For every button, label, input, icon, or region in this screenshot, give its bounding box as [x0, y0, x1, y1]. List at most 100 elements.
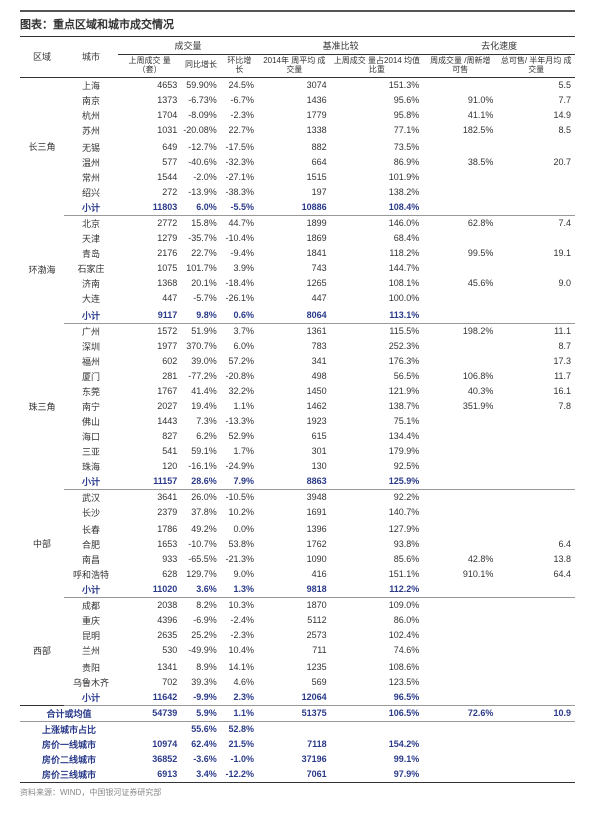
ratio: 102.4% [331, 628, 424, 643]
months [497, 660, 575, 675]
cell: 10.9 [497, 705, 575, 721]
vol: 2635 [118, 628, 181, 643]
avg: 783 [258, 339, 331, 354]
cell: 10886 [258, 200, 331, 216]
vol: 447 [118, 291, 181, 306]
vol: 120 [118, 459, 181, 474]
ratio: 115.5% [331, 323, 424, 339]
yoy: -10.7% [181, 537, 221, 552]
yoy: 19.4% [181, 399, 221, 414]
region-name: 长三角 [20, 77, 64, 215]
ratio: 68.4% [331, 231, 424, 246]
vol: 1279 [118, 231, 181, 246]
ratio: 252.3% [331, 339, 424, 354]
avg: 3074 [258, 77, 331, 93]
hdr-city: 城市 [64, 37, 118, 78]
months: 9.0 [497, 276, 575, 291]
ratio: 176.3% [331, 354, 424, 369]
vol: 2772 [118, 215, 181, 231]
mom: -9.4% [221, 246, 258, 261]
weeks [423, 628, 497, 643]
vol: 827 [118, 429, 181, 444]
weeks [423, 522, 497, 537]
cell: 52.8% [221, 721, 258, 737]
avg: 1899 [258, 215, 331, 231]
cell: -9.9% [181, 690, 221, 706]
cell: 2.3% [221, 690, 258, 706]
avg: 1870 [258, 597, 331, 613]
city-name: 福州 [64, 354, 118, 369]
avg: 301 [258, 444, 331, 459]
avg: 1338 [258, 123, 331, 138]
avg: 615 [258, 429, 331, 444]
weeks [423, 613, 497, 628]
months: 64.4 [497, 567, 575, 582]
avg: 416 [258, 567, 331, 582]
hdr-ratio2014: 上周成交 量占2014 均值比重 [331, 55, 424, 78]
weeks [423, 291, 497, 306]
cell: 36852 [118, 752, 181, 767]
ratio: 146.0% [331, 215, 424, 231]
mom: -26.1% [221, 291, 258, 306]
cell [497, 200, 575, 216]
months: 19.1 [497, 246, 575, 261]
mom: -2.4% [221, 613, 258, 628]
hdr-region: 区域 [20, 37, 64, 78]
weeks [423, 339, 497, 354]
city-name: 三亚 [64, 444, 118, 459]
cell [497, 474, 575, 490]
ratio: 123.5% [331, 675, 424, 690]
avg: 2573 [258, 628, 331, 643]
cell [423, 474, 497, 490]
weeks: 42.8% [423, 552, 497, 567]
avg: 1361 [258, 323, 331, 339]
weeks [423, 489, 497, 505]
ratio: 134.4% [331, 429, 424, 444]
cell: 112.2% [331, 582, 424, 598]
cell: 21.5% [221, 737, 258, 752]
city-name: 乌鲁木齐 [64, 675, 118, 690]
mom: -17.5% [221, 140, 258, 155]
ratio: 77.1% [331, 123, 424, 138]
yoy: 20.1% [181, 276, 221, 291]
avg: 341 [258, 354, 331, 369]
cell: 3.4% [181, 767, 221, 783]
avg: 130 [258, 459, 331, 474]
cell: 154.2% [331, 737, 424, 752]
city-name: 广州 [64, 323, 118, 339]
cell: 11020 [118, 582, 181, 598]
cell: 8863 [258, 474, 331, 490]
cell: 113.1% [331, 308, 424, 324]
mom: 22.7% [221, 123, 258, 138]
mom: 53.8% [221, 537, 258, 552]
subtotal-label: 小计 [64, 474, 118, 490]
mom: 3.7% [221, 323, 258, 339]
mom: -24.9% [221, 459, 258, 474]
avg: 1515 [258, 170, 331, 185]
mom: 10.2% [221, 505, 258, 520]
months [497, 459, 575, 474]
cell [423, 752, 497, 767]
months [497, 675, 575, 690]
vol: 1704 [118, 108, 181, 123]
city-name: 温州 [64, 155, 118, 170]
vol: 1572 [118, 323, 181, 339]
mom: 32.2% [221, 384, 258, 399]
mom: -10.5% [221, 489, 258, 505]
avg: 1869 [258, 231, 331, 246]
vol: 933 [118, 552, 181, 567]
cell: 6913 [118, 767, 181, 783]
weeks [423, 231, 497, 246]
mom: 10.3% [221, 597, 258, 613]
months [497, 444, 575, 459]
city-name: 南京 [64, 93, 118, 108]
yoy: 22.7% [181, 246, 221, 261]
cell: 3.6% [181, 582, 221, 598]
months: 11.7 [497, 369, 575, 384]
cell [331, 721, 424, 737]
cell: -3.6% [181, 752, 221, 767]
yoy: 370.7% [181, 339, 221, 354]
months [497, 489, 575, 505]
months: 20.7 [497, 155, 575, 170]
city-name: 无锡 [64, 140, 118, 155]
